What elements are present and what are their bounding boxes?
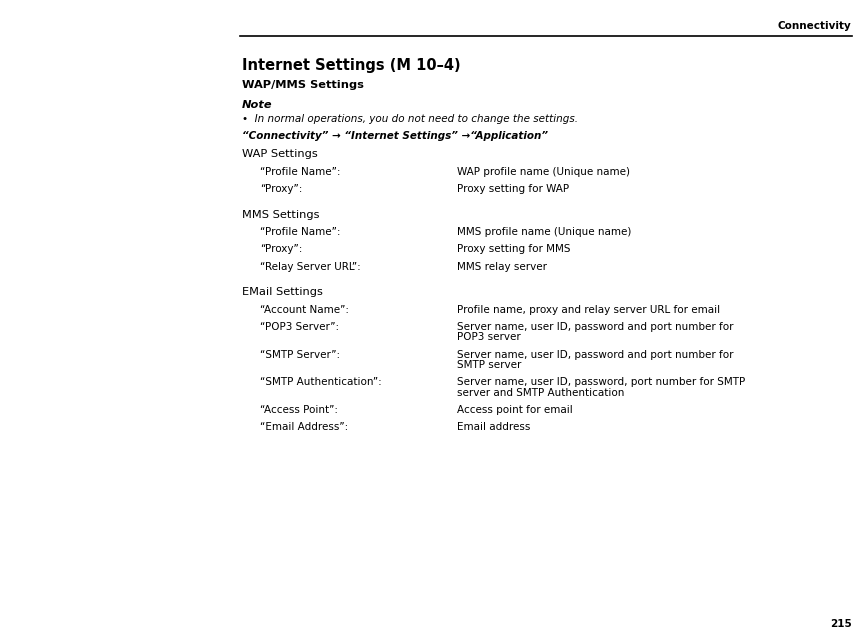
Text: “Relay Server URL”:: “Relay Server URL”: [260,262,361,272]
Text: EMail Settings: EMail Settings [242,287,323,298]
Text: “Profile Name”:: “Profile Name”: [260,167,340,177]
Text: Profile name, proxy and relay server URL for email: Profile name, proxy and relay server URL… [456,305,719,315]
Text: “Access Point”:: “Access Point”: [260,405,338,415]
Text: server and SMTP Authentication: server and SMTP Authentication [456,388,623,398]
Text: MMS relay server: MMS relay server [456,262,546,272]
Text: MMS Settings: MMS Settings [242,210,319,220]
Text: Note: Note [242,100,273,110]
Text: Connectivity: Connectivity [777,21,851,31]
Text: “Connectivity” → “Internet Settings” →“Application”: “Connectivity” → “Internet Settings” →“A… [242,131,548,141]
Text: WAP Settings: WAP Settings [242,149,318,159]
Text: Proxy setting for MMS: Proxy setting for MMS [456,244,570,255]
Text: “Profile Name”:: “Profile Name”: [260,227,340,237]
Text: “Email Address”:: “Email Address”: [260,422,348,433]
Text: “POP3 Server”:: “POP3 Server”: [260,322,339,332]
Text: Access point for email: Access point for email [456,405,572,415]
Text: Email address: Email address [456,422,530,433]
Text: 215: 215 [829,619,851,629]
Text: SMTP server: SMTP server [456,360,521,370]
Text: MMS profile name (Unique name): MMS profile name (Unique name) [456,227,630,237]
Text: Proxy setting for WAP: Proxy setting for WAP [456,184,568,194]
Text: Server name, user ID, password, port number for SMTP: Server name, user ID, password, port num… [456,377,744,388]
Text: •  In normal operations, you do not need to change the settings.: • In normal operations, you do not need … [242,114,578,125]
Text: WAP/MMS Settings: WAP/MMS Settings [242,80,363,90]
Text: “Proxy”:: “Proxy”: [260,184,302,194]
Text: Internet Settings (M 10–4): Internet Settings (M 10–4) [242,58,461,73]
Text: POP3 server: POP3 server [456,332,520,343]
Text: “SMTP Server”:: “SMTP Server”: [260,350,340,360]
Text: Server name, user ID, password and port number for: Server name, user ID, password and port … [456,322,733,332]
Text: “Proxy”:: “Proxy”: [260,244,302,255]
Text: WAP profile name (Unique name): WAP profile name (Unique name) [456,167,629,177]
Text: “Account Name”:: “Account Name”: [260,305,349,315]
Text: “SMTP Authentication”:: “SMTP Authentication”: [260,377,381,388]
Text: Server name, user ID, password and port number for: Server name, user ID, password and port … [456,350,733,360]
